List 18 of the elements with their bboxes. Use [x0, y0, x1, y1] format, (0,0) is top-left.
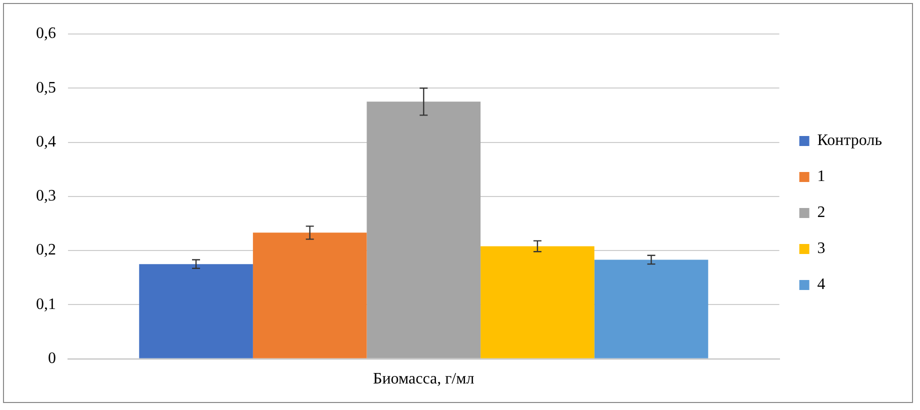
bar — [594, 260, 708, 358]
legend-label: 1 — [817, 168, 826, 186]
bar — [480, 246, 594, 358]
y-tick-label: 0,4 — [36, 133, 56, 150]
legend-label: Контроль — [817, 132, 882, 150]
y-tick-label: 0 — [48, 350, 56, 368]
legend-label: 2 — [817, 204, 826, 222]
legend-label: 4 — [817, 276, 826, 294]
bar — [252, 232, 367, 358]
y-tick-label: 0,5 — [36, 79, 56, 96]
bar — [139, 264, 253, 358]
y-tick-label: 0,3 — [36, 188, 56, 205]
y-tick-label: 0,1 — [36, 296, 56, 313]
x-tick-label: Биомасса, г/мл — [373, 370, 474, 388]
y-tick-label: 0,6 — [36, 25, 56, 42]
bar — [366, 102, 481, 358]
legend-label: 3 — [817, 240, 826, 258]
y-tick-label: 0,2 — [36, 242, 56, 259]
